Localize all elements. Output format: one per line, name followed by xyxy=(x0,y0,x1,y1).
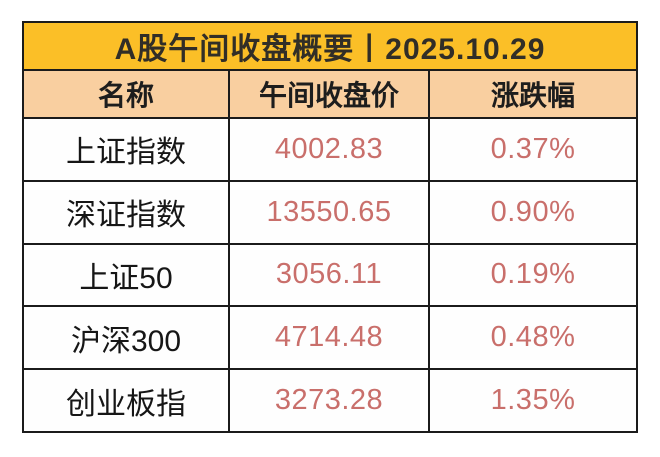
index-name: 深证指数 xyxy=(24,181,230,243)
column-header-change-pct: 涨跌幅 xyxy=(490,80,575,111)
table-row: 上证50 3056.11 0.19% xyxy=(24,244,636,308)
table-row: 沪深300 4714.48 0.48% xyxy=(24,307,636,371)
table-row: 深证指数 13550.65 0.90% xyxy=(24,181,636,245)
change-pct: 0.48% xyxy=(490,321,576,354)
column-header-name: 名称 xyxy=(24,71,230,117)
close-price: 4002.83 xyxy=(230,119,430,180)
close-price: 3273.28 xyxy=(230,370,430,431)
table-row: 创业板指 3273.28 1.35% xyxy=(24,370,636,431)
change-pct: 0.37% xyxy=(490,132,576,165)
close-price: 13550.65 xyxy=(230,181,430,243)
table-title: A股午间收盘概要丨2025.10.29 xyxy=(24,23,636,71)
change-pct: 0.90% xyxy=(490,195,576,228)
column-header-close-price: 午间收盘价 xyxy=(230,71,430,117)
index-name: 上证指数 xyxy=(24,119,230,180)
table-row: 上证指数 4002.83 0.37% xyxy=(24,119,636,182)
index-name: 沪深300 xyxy=(24,307,230,369)
change-pct: 1.35% xyxy=(490,384,576,417)
index-name: 上证50 xyxy=(24,244,230,306)
close-price: 3056.11 xyxy=(230,244,430,306)
index-name: 创业板指 xyxy=(24,370,230,431)
market-summary-table: A股午间收盘概要丨2025.10.29 名称 午间收盘价 涨跌幅 上证指数 40… xyxy=(22,21,638,433)
close-price: 4714.48 xyxy=(230,307,430,369)
change-pct: 0.19% xyxy=(490,258,576,291)
table-header-row: 名称 午间收盘价 涨跌幅 xyxy=(24,71,636,119)
